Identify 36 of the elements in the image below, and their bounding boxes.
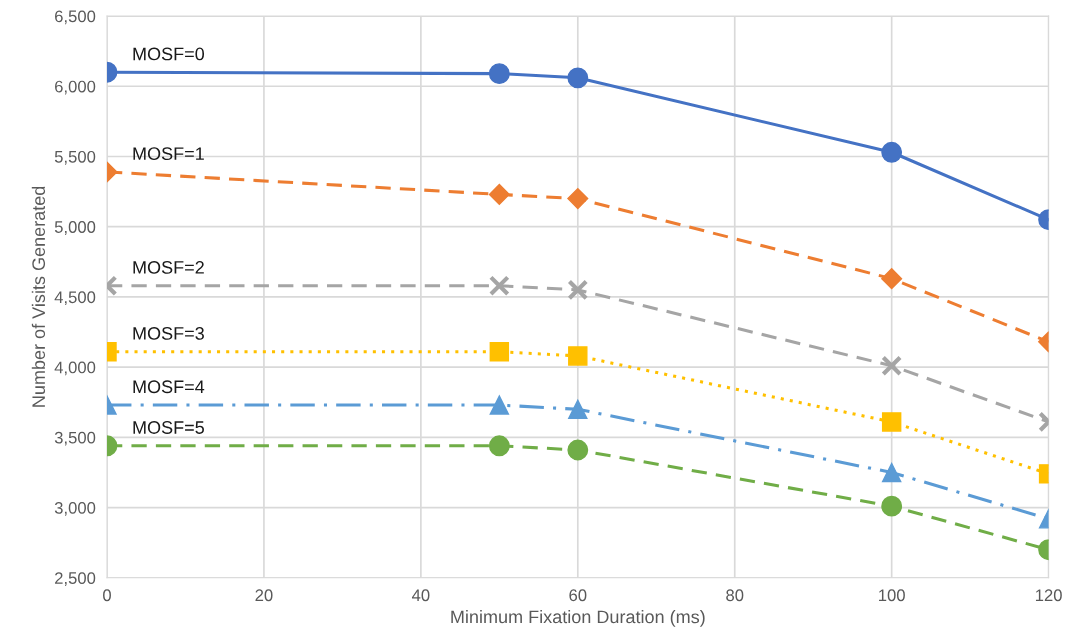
point — [489, 341, 510, 362]
series-label: MOSF=5 — [133, 421, 204, 434]
x-tick-label: 20 — [255, 589, 273, 602]
y-tick-label: 4,500 — [54, 291, 96, 306]
point — [567, 67, 589, 89]
point — [489, 395, 510, 415]
y-tick-label: 5,500 — [54, 150, 96, 165]
point — [488, 435, 510, 457]
point — [568, 346, 588, 366]
point — [488, 183, 510, 205]
y-tick-label: 5,000 — [54, 221, 96, 235]
x-tick-label: 120 — [1035, 589, 1062, 602]
series-label: MOSF=1 — [133, 147, 204, 161]
y-tick-label: 3,000 — [54, 501, 96, 516]
x-tick-label: 60 — [569, 589, 587, 602]
point — [488, 63, 510, 85]
point — [567, 188, 589, 210]
point — [567, 439, 589, 461]
series-label: MOSF=0 — [133, 47, 205, 61]
x-tick-label: 80 — [726, 589, 744, 602]
y-axis-title: Number of Visits Generated — [31, 186, 46, 407]
y-tick-label: 6,000 — [55, 80, 96, 95]
series-label: MOSF=3 — [133, 327, 204, 340]
y-tick-label: 6,500 — [55, 10, 96, 25]
point — [488, 275, 510, 297]
y-tick-label: 4,000 — [54, 361, 96, 376]
x-tick-label: 100 — [879, 589, 905, 602]
x-tick-label: 40 — [411, 589, 430, 602]
series-label: MOSF=4 — [133, 380, 205, 394]
point — [567, 279, 589, 301]
x-tick-label: 0 — [103, 589, 111, 602]
y-tick-label: 3,500 — [54, 431, 96, 446]
x-axis-title: Minimum Fixation Duration (ms) — [451, 610, 705, 627]
y-tick-label: 2,500 — [55, 572, 96, 586]
point — [568, 399, 588, 419]
series-label: MOSF=2 — [133, 261, 204, 274]
